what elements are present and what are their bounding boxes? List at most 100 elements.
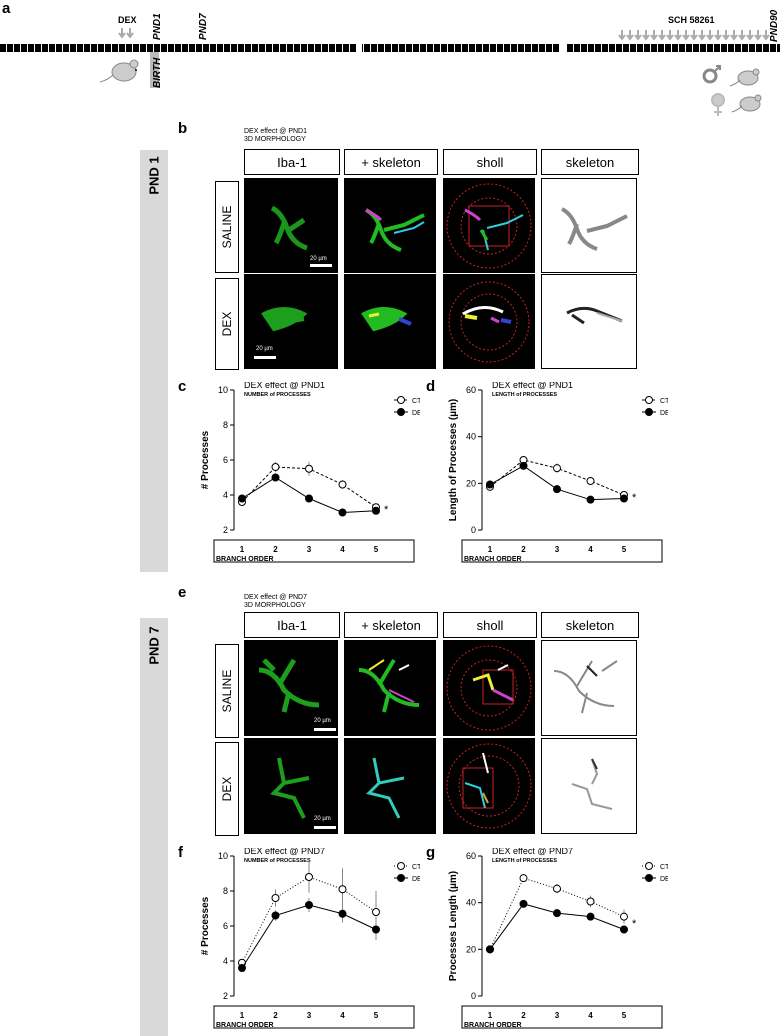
timeline-gap [560, 44, 566, 52]
skeleton-pnd1-saline [541, 178, 637, 273]
micrograph-pnd1-saline-skeleton-overlay [344, 178, 436, 273]
legend-label: CTR [660, 864, 668, 871]
pnd1-side-label: PND 1 [146, 156, 162, 195]
y-tick-label: 8 [223, 886, 228, 896]
skeleton-pnd7-dex [541, 738, 637, 834]
data-point-dex [271, 473, 280, 482]
data-point-ctr [305, 464, 313, 473]
header-skeleton: skeleton [541, 612, 639, 638]
row-label-saline-text: SALINE [220, 669, 234, 713]
sholl-pnd7-saline [443, 640, 535, 736]
sch-arrow [642, 30, 650, 41]
panel-letter-d: d [426, 378, 436, 395]
header-skeleton-overlay: + skeleton [344, 149, 438, 175]
sch-arrow [626, 30, 634, 41]
data-point-dex [519, 899, 528, 908]
y-tick-label: 10 [218, 385, 228, 395]
x-axis-box [461, 1005, 663, 1029]
sch-arrow [754, 30, 762, 41]
sch-arrow [674, 30, 682, 41]
data-point-dex [372, 506, 380, 515]
sch-arrow [706, 30, 714, 41]
x-tick-label: 3 [307, 545, 312, 554]
panel-b-title-line2: 3D MORPHOLOGY [244, 136, 306, 143]
panel-letter-e: e [178, 584, 187, 601]
row-label-saline: SALINE [215, 181, 239, 273]
series-line-dex [241, 904, 377, 969]
data-point-dex [586, 495, 595, 504]
legend-marker [645, 396, 653, 404]
legend-marker [397, 396, 405, 404]
y-tick-label: 2 [223, 525, 228, 535]
y-axis-label: # Processes [200, 896, 211, 955]
y-tick-label: 20 [466, 478, 476, 488]
data-point-ctr [586, 477, 595, 485]
pnd7-band [140, 618, 168, 1036]
pnd7-side-label: PND 7 [146, 626, 162, 665]
legend-label: CTR [412, 864, 420, 871]
panel-b-title-line1: DEX effect @ PND1 [244, 128, 307, 135]
y-tick-label: 0 [471, 991, 476, 1001]
chart-title: DEX effect @ PND7 [244, 848, 325, 856]
y-tick-label: 20 [466, 944, 476, 954]
x-axis-label: BRANCH ORDER [216, 556, 274, 563]
male-mouse-icon [702, 65, 760, 87]
panel-letter-g: g [426, 844, 436, 861]
x-tick-label: 1 [240, 545, 245, 554]
sch-arrows [618, 30, 770, 41]
chart-title: DEX effect @ PND7 [492, 848, 573, 856]
data-point-ctr [620, 912, 628, 921]
panel-letter-f: f [178, 844, 183, 861]
sch-arrow [666, 30, 674, 41]
data-point-ctr [553, 464, 561, 473]
chart-c: DEX effect @ PND1 NUMBER of PROCESSES 2 4 6 8… [200, 382, 420, 563]
x-tick-label: 2 [521, 545, 526, 554]
y-tick-label: 6 [223, 921, 228, 931]
data-point-ctr [305, 873, 313, 881]
row-label-saline-text: SALINE [220, 205, 234, 249]
legend-marker [397, 862, 405, 870]
panel-e-title-line2: 3D MORPHOLOGY [244, 602, 306, 609]
pnd7-label: PND7 [198, 13, 209, 40]
y-tick-label: 8 [223, 420, 228, 430]
data-point-dex [586, 912, 595, 921]
x-axis-box [213, 539, 415, 563]
data-point-dex [620, 494, 628, 503]
legend-label: DEX [412, 410, 420, 417]
timeline-gap [356, 44, 362, 52]
data-point-ctr [586, 897, 595, 906]
chart-title: DEX effect @ PND1 [492, 382, 573, 390]
sch-arrow [634, 30, 642, 41]
x-tick-label: 3 [555, 545, 560, 554]
sch-arrow [618, 30, 626, 41]
x-tick-label: 1 [488, 1011, 493, 1020]
x-tick-label: 3 [555, 1011, 560, 1020]
x-tick-label: 4 [588, 545, 593, 554]
y-tick-label: 0 [471, 525, 476, 535]
sch-arrow [658, 30, 666, 41]
legend-label: DEX [660, 410, 668, 417]
data-point-dex [486, 945, 494, 954]
scale-bar [314, 826, 336, 829]
sholl-pnd1-saline [443, 178, 535, 273]
data-point-dex [486, 480, 494, 489]
significance-asterisk: * [632, 492, 637, 504]
mouse-icon [99, 59, 139, 83]
x-tick-label: 2 [273, 1011, 278, 1020]
pnd90-label: PND90 [769, 9, 780, 42]
sch-arrow [738, 30, 746, 41]
row-label-dex: DEX [215, 278, 239, 370]
data-point-dex [238, 964, 246, 972]
micrograph-pnd7-saline-iba1: 20 µm [244, 640, 338, 736]
birth-label: BIRTH [152, 57, 163, 88]
y-axis-label: Processes Length (µm) [448, 871, 459, 981]
x-tick-label: 1 [488, 545, 493, 554]
scale-bar [254, 356, 276, 359]
x-tick-label: 1 [240, 1011, 245, 1020]
skeleton-pnd7-saline [541, 640, 637, 736]
sch-arrow [650, 30, 658, 41]
x-tick-label: 4 [340, 1011, 345, 1020]
chart-subtitle: LENGTH of PROCESSES [492, 858, 557, 864]
panel-letter-b: b [178, 120, 188, 137]
data-point-dex [338, 508, 347, 517]
